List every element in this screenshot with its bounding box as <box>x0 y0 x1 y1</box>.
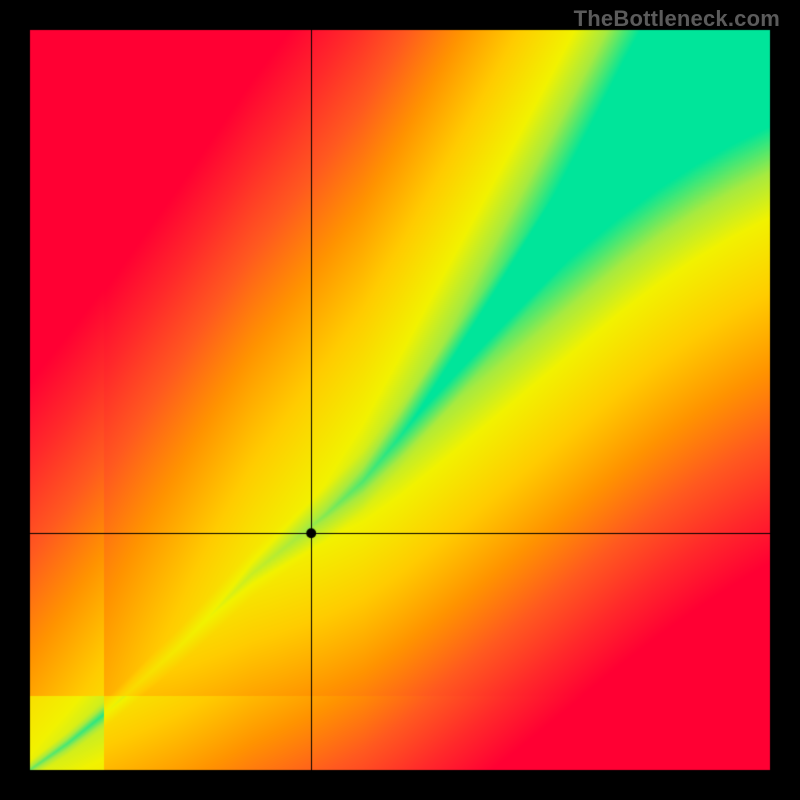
watermark-text: TheBottleneck.com <box>574 6 780 32</box>
chart-container: TheBottleneck.com <box>0 0 800 800</box>
bottleneck-heatmap <box>0 0 800 800</box>
